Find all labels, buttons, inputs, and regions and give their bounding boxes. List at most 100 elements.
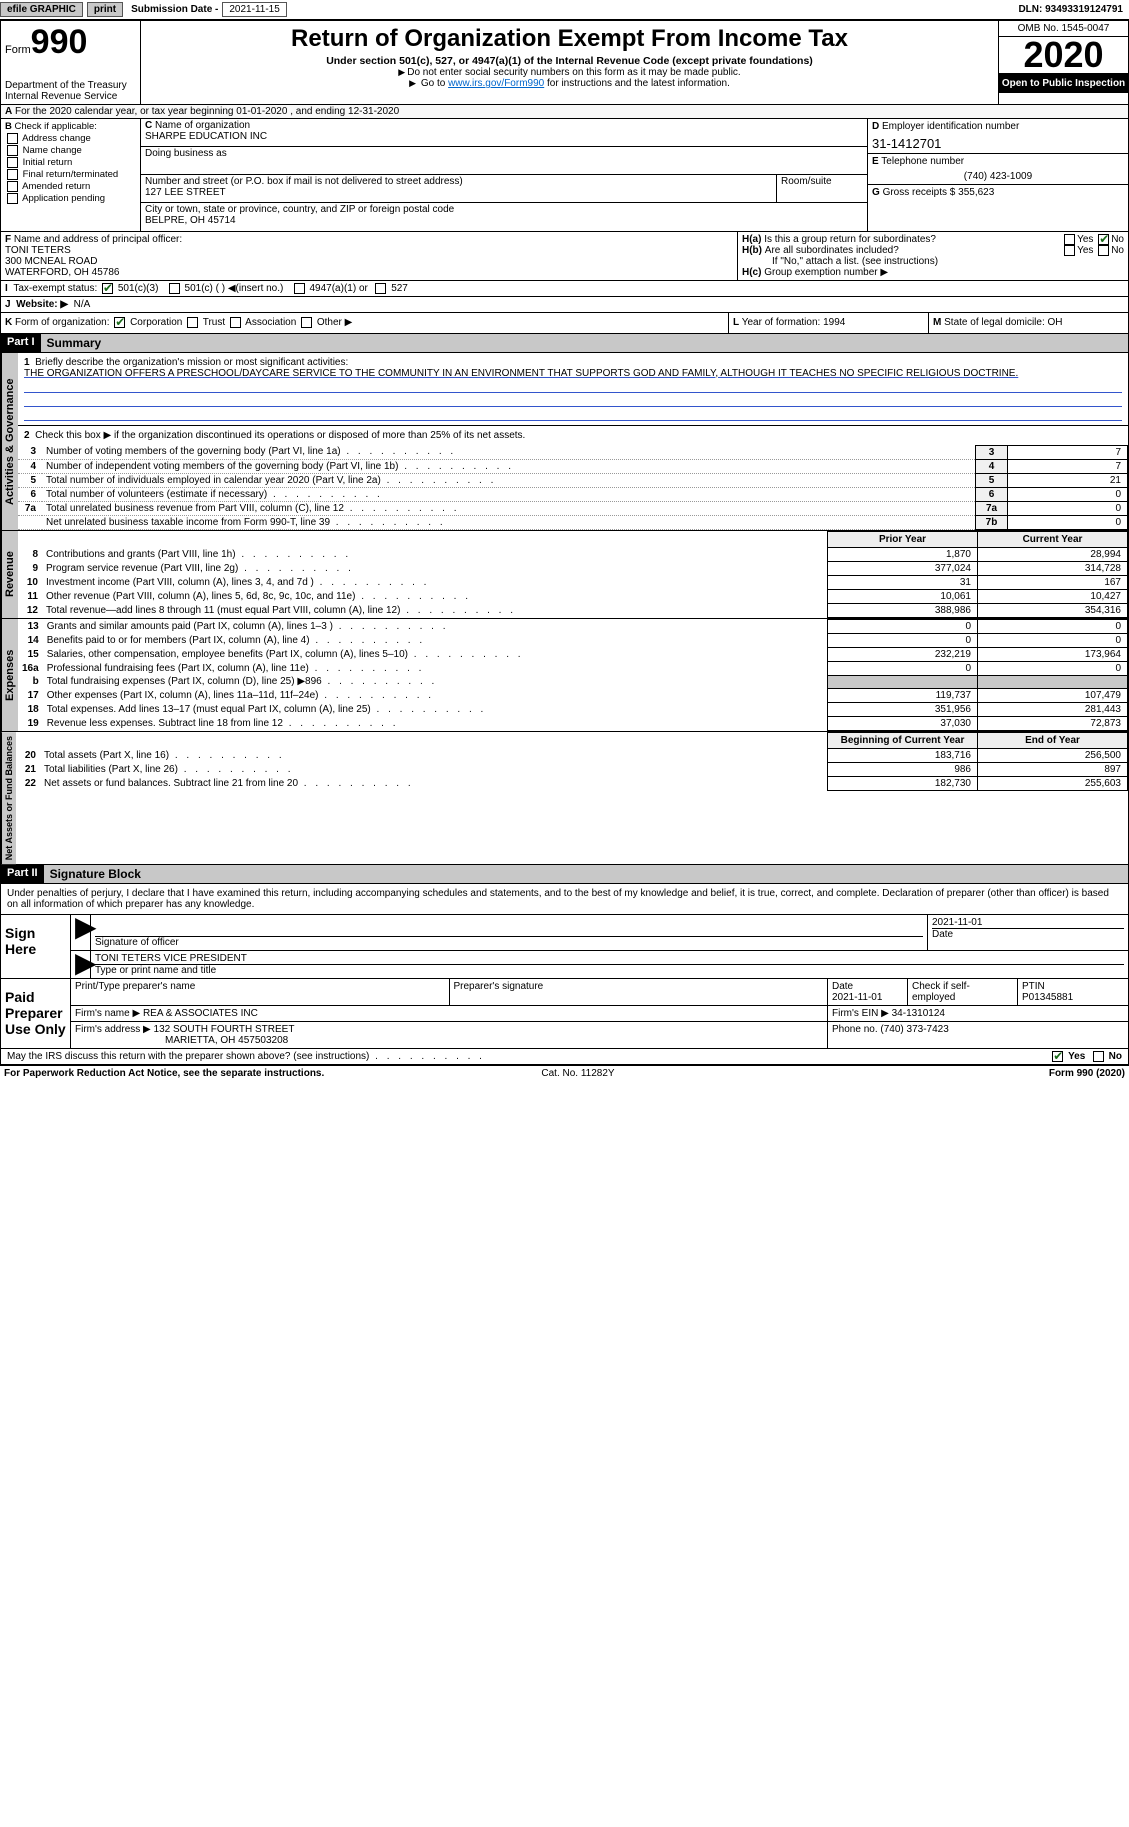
section-m: M State of legal domicile: OH [928, 313, 1128, 332]
org-name: SHARPE EDUCATION INC [145, 131, 267, 142]
section-c-org-info: C Name of organization SHARPE EDUCATION … [141, 119, 868, 231]
dept-treasury: Department of the Treasury [5, 80, 136, 91]
phone-label: Telephone number [881, 156, 964, 167]
submission-date: 2021-11-15 [222, 2, 286, 17]
table-row: 11Other revenue (Part VIII, column (A), … [18, 589, 1128, 603]
checkbox-527[interactable] [375, 283, 386, 294]
checkbox-irs-yes[interactable] [1052, 1051, 1063, 1062]
submission-date-label: Submission Date - [131, 4, 218, 15]
instructions-link[interactable]: www.irs.gov/Form990 [448, 78, 544, 89]
hdr-prior-year: Prior Year [828, 531, 978, 547]
officer-name: TONI TETERS [5, 245, 71, 256]
tab-revenue: Revenue [1, 531, 18, 618]
table-row: 18Total expenses. Add lines 13–17 (must … [18, 702, 1128, 716]
prep-date: 2021-11-01 [832, 992, 882, 1003]
may-irs-discuss: May the IRS discuss this return with the… [0, 1049, 1129, 1065]
checkbox-ha-yes[interactable] [1064, 234, 1075, 245]
hc-label: Group exemption number ▶ [764, 267, 888, 278]
section-f-officer: F Name and address of principal officer:… [1, 232, 738, 280]
expenses-table: 13Grants and similar amounts paid (Part … [18, 619, 1128, 731]
sign-date: 2021-11-01 [932, 917, 982, 928]
hb-note: If "No," attach a list. (see instruction… [742, 256, 1124, 267]
table-row: 13Grants and similar amounts paid (Part … [18, 619, 1128, 633]
table-row: 9Program service revenue (Part VIII, lin… [18, 561, 1128, 575]
row-i: I Tax-exempt status: 501(c)(3) 501(c) ( … [0, 281, 1129, 297]
sign-here-block: Sign Here ▶ Signature of officer 2021-11… [0, 915, 1129, 979]
tab-net-assets: Net Assets or Fund Balances [1, 732, 16, 864]
part-ii-label: Part II [1, 865, 44, 883]
gross-receipts-label: Gross receipts $ [883, 187, 956, 198]
checkbox-hb-no[interactable] [1098, 245, 1109, 256]
table-row: 10Investment income (Part VIII, column (… [18, 575, 1128, 589]
form-header-right: OMB No. 1545-0047 2020 Open to Public In… [998, 21, 1128, 104]
prep-name-label: Print/Type preparer's name [75, 981, 195, 992]
irs-label: Internal Revenue Service [5, 91, 136, 102]
section-l: L Year of formation: 1994 [728, 313, 928, 332]
print-button[interactable]: print [87, 2, 123, 17]
table-row: 17Other expenses (Part IX, column (A), l… [18, 688, 1128, 702]
officer-print-name: TONI TETERS VICE PRESIDENT [95, 953, 247, 964]
checkbox-assoc[interactable] [230, 317, 241, 328]
hdr-end-year: End of Year [978, 732, 1128, 748]
checkbox-address-change[interactable] [7, 133, 18, 144]
section-k: K Form of organization: Corporation Trus… [1, 313, 728, 332]
checkbox-hb-yes[interactable] [1064, 245, 1075, 256]
checkbox-initial-return[interactable] [7, 157, 18, 168]
firm-phone: (740) 373-7423 [880, 1024, 948, 1035]
form-number: 990 [31, 23, 88, 61]
mission-text: THE ORGANIZATION OFFERS A PRESCHOOL/DAYC… [24, 368, 1018, 379]
table-row: 4Number of independent voting members of… [18, 459, 1128, 473]
table-row: 22Net assets or fund balances. Subtract … [16, 776, 1128, 790]
org-name-label: Name of organization [155, 120, 250, 131]
open-to-public: Open to Public Inspection [999, 74, 1128, 93]
section-revenue: Revenue Prior YearCurrent Year 8Contribu… [0, 531, 1129, 619]
checkbox-pending[interactable] [7, 193, 18, 204]
section-b-checkboxes: B Check if applicable: Address change Na… [1, 119, 141, 231]
section-de: D Employer identification number 31-1412… [868, 119, 1128, 231]
checkbox-501c[interactable] [169, 283, 180, 294]
website-value: N/A [74, 299, 91, 310]
table-row: 14Benefits paid to or for members (Part … [18, 633, 1128, 647]
checkbox-name-change[interactable] [7, 145, 18, 156]
form-note1: Do not enter social security numbers on … [149, 67, 990, 78]
checkbox-irs-no[interactable] [1093, 1051, 1104, 1062]
checkbox-501c3[interactable] [102, 283, 113, 294]
checkbox-corp[interactable] [114, 317, 125, 328]
checkbox-amended[interactable] [7, 181, 18, 192]
table-row: 7aTotal unrelated business revenue from … [18, 501, 1128, 515]
gross-receipts-value: 355,623 [958, 187, 994, 198]
form-header-left: Form990 Department of the Treasury Inter… [1, 21, 141, 104]
revenue-table: Prior YearCurrent Year 8Contributions an… [18, 531, 1128, 618]
part-i-label: Part I [1, 334, 41, 352]
form-header-mid: Return of Organization Exempt From Incom… [141, 21, 998, 104]
state-domicile: OH [1048, 317, 1063, 328]
section-expenses: Expenses 13Grants and similar amounts pa… [0, 619, 1129, 732]
form-word: Form [5, 44, 31, 56]
signature-label: Signature of officer [95, 937, 179, 948]
city-value: BELPRE, OH 45714 [145, 215, 236, 226]
hdr-current-year: Current Year [978, 531, 1128, 547]
net-assets-table: Beginning of Current YearEnd of Year 20T… [16, 732, 1128, 791]
prep-self-employed: Check if self-employed [912, 981, 970, 1003]
checkbox-trust[interactable] [187, 317, 198, 328]
tab-governance: Activities & Governance [1, 353, 18, 530]
part-ii-bar: Part II Signature Block [0, 865, 1129, 884]
top-toolbar: efile GRAPHIC print Submission Date - 20… [0, 0, 1129, 20]
checkbox-ha-no[interactable] [1098, 234, 1109, 245]
row-fh: F Name and address of principal officer:… [0, 232, 1129, 281]
city-label: City or town, state or province, country… [145, 204, 454, 215]
checkbox-final-return[interactable] [7, 169, 18, 180]
form-note2: Go to www.irs.gov/Form990 for instructio… [149, 78, 990, 89]
table-row: 16aProfessional fundraising fees (Part I… [18, 661, 1128, 675]
ein-label: Employer identification number [882, 121, 1019, 132]
firm-addr2: MARIETTA, OH 457503208 [75, 1035, 288, 1046]
table-row: 20Total assets (Part X, line 16)183,7162… [16, 748, 1128, 762]
phone-value: (740) 423-1009 [872, 171, 1124, 182]
part-ii-title: Signature Block [44, 865, 1128, 883]
table-row: 3Number of voting members of the governi… [18, 445, 1128, 459]
checkbox-4947[interactable] [294, 283, 305, 294]
checkbox-other[interactable] [301, 317, 312, 328]
table-row: 5Total number of individuals employed in… [18, 473, 1128, 487]
table-row: 19Revenue less expenses. Subtract line 1… [18, 716, 1128, 730]
page-footer: For Paperwork Reduction Act Notice, see … [0, 1065, 1129, 1081]
